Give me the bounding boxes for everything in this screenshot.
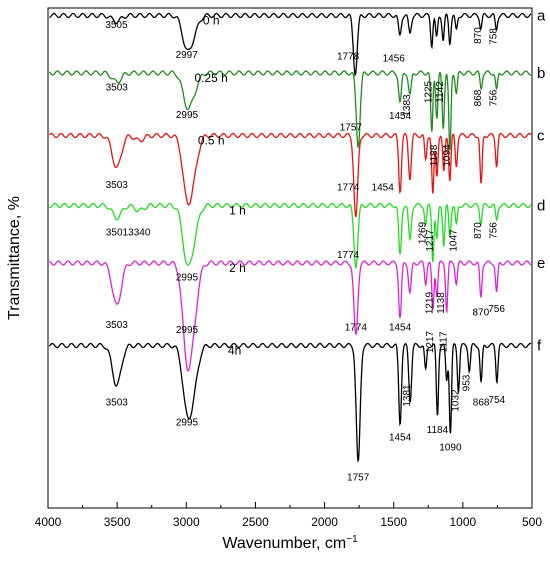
peak-label: 1142	[435, 81, 446, 103]
peak-label: 1225	[424, 80, 435, 103]
peak-label: 1269	[418, 221, 429, 244]
peak-label: 756	[488, 304, 505, 315]
x-axis-title-superscript: −1	[346, 534, 358, 545]
series-letter: e	[537, 255, 545, 272]
peak-label: 1 h	[229, 204, 246, 218]
series-letter: b	[537, 65, 545, 82]
peak-label: 870	[472, 308, 489, 319]
peak-label: 2995	[176, 110, 199, 121]
peak-label: 2995	[176, 418, 199, 429]
peak-label: 1774	[337, 183, 360, 194]
peak-label: 1757	[347, 473, 370, 484]
peak-label: 1219	[425, 291, 436, 314]
peak-label: 1454	[372, 183, 395, 194]
x-tick-label: 1500	[380, 515, 407, 529]
x-tick-label: 2000	[311, 515, 338, 529]
peak-label: 2995	[176, 273, 199, 284]
peak-annotations: a 0 h 3505 2997 1778 1456 870 758 b 0.25 h 3503 299…	[105, 8, 546, 484]
peak-label: 1117	[439, 331, 450, 352]
peak-label: 1454	[389, 323, 412, 334]
peak-label: 0 h	[203, 14, 220, 28]
peak-label: 3505	[105, 20, 128, 31]
peak-label: 0.5 h	[198, 134, 225, 148]
x-tick-label: 3000	[173, 515, 200, 529]
peak-label: 1383	[402, 94, 413, 117]
series-line	[49, 202, 532, 269]
x-tick-label: 500	[522, 515, 542, 529]
series-line	[49, 260, 532, 372]
peak-label: 756	[489, 222, 500, 239]
series-letter: d	[537, 198, 545, 215]
peak-label: 870	[473, 27, 484, 44]
peak-label: 1188	[429, 144, 440, 166]
series-line	[48, 342, 532, 463]
peak-label: 3501	[106, 228, 129, 239]
peak-label: 1381	[402, 384, 413, 407]
y-axis-title: Transmittance, %	[6, 196, 23, 320]
peak-label: 1778	[337, 52, 360, 63]
series-line	[48, 132, 532, 218]
peak-label: 1217	[425, 229, 436, 252]
series-letter: a	[537, 8, 546, 25]
peak-label: 754	[489, 395, 506, 406]
peak-label: 1454	[389, 111, 412, 122]
peak-label: 0.25 h	[194, 71, 227, 85]
peak-label: 1774	[345, 323, 368, 334]
series-line	[48, 70, 532, 151]
peak-label: 2995	[176, 325, 199, 336]
peak-label: 2997	[176, 50, 199, 61]
peak-label: 1454	[389, 433, 412, 444]
peak-label: 3503	[106, 180, 129, 191]
peak-label: 4h	[228, 344, 241, 358]
peak-label: 1047	[448, 229, 459, 252]
peak-label: 870	[473, 222, 484, 239]
peak-label: 3503	[106, 320, 129, 331]
peak-label: 953	[461, 374, 472, 391]
peak-label: 1138	[436, 292, 447, 314]
peak-label: 756	[489, 89, 500, 106]
peak-label: 868	[473, 398, 490, 409]
peak-label: 1456	[383, 54, 406, 65]
x-tick-label: 2500	[242, 515, 269, 529]
series-letter: f	[537, 338, 542, 355]
x-axis-title-text: Wavenumber, cm	[222, 535, 346, 552]
x-tick-label: 1000	[450, 515, 477, 529]
peak-label: 3503	[106, 83, 129, 94]
peak-label: 3340	[128, 228, 151, 239]
spectra-traces	[48, 12, 532, 463]
peak-label: 868	[473, 89, 484, 106]
peak-label: 1090	[439, 443, 462, 454]
peak-label: 1032	[450, 389, 461, 412]
x-tick-label: 4000	[35, 515, 62, 529]
peak-label: 3503	[106, 398, 129, 409]
peak-label: 1757	[340, 123, 363, 134]
peak-label: 1094	[442, 144, 453, 167]
x-axis-ticks: 4000 3500 3000 2500 2000 1500 1000 500	[35, 502, 542, 529]
x-tick-label: 3500	[104, 515, 131, 529]
series-letter: c	[537, 128, 545, 145]
peak-label: 1774	[337, 250, 360, 261]
peak-label: 758	[488, 28, 499, 45]
peak-label: 2 h	[229, 261, 246, 275]
x-axis-title: Wavenumber, cm−1	[222, 534, 358, 552]
peak-label: 1217	[425, 330, 436, 353]
peak-label: 1184	[427, 425, 449, 436]
series-line	[49, 12, 532, 77]
